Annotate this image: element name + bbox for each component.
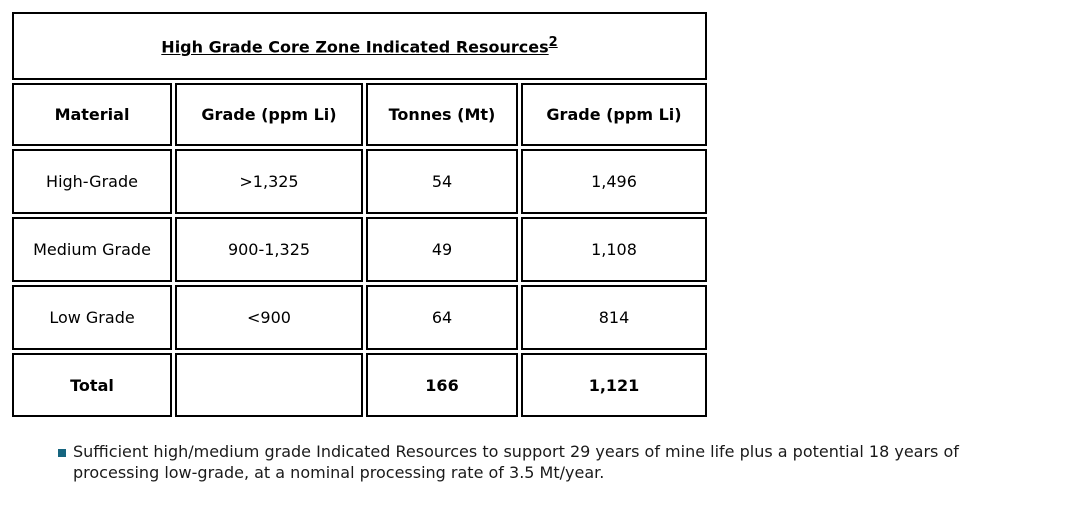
column-header-material: Material bbox=[12, 83, 172, 146]
cell-material-total: Total bbox=[12, 353, 172, 417]
table-title-row: High Grade Core Zone Indicated Resources… bbox=[12, 12, 707, 80]
table-row-medium-grade: Medium Grade 900-1,325 49 1,108 bbox=[12, 217, 707, 282]
cell-grade: 814 bbox=[521, 285, 707, 350]
cell-grade-range-total bbox=[175, 353, 363, 417]
cell-tonnes-total: 166 bbox=[366, 353, 518, 417]
table-title: High Grade Core Zone Indicated Resources bbox=[161, 37, 549, 57]
table-header-row: Material Grade (ppm Li) Tonnes (Mt) Grad… bbox=[12, 83, 707, 146]
cell-material: Medium Grade bbox=[12, 217, 172, 282]
table-row-low-grade: Low Grade <900 64 814 bbox=[12, 285, 707, 350]
cell-material: High-Grade bbox=[12, 149, 172, 214]
square-bullet-icon bbox=[58, 449, 66, 457]
footnote: Sufficient high/medium grade Indicated R… bbox=[58, 442, 1050, 484]
cell-material: Low Grade bbox=[12, 285, 172, 350]
column-header-tonnes: Tonnes (Mt) bbox=[366, 83, 518, 146]
cell-tonnes: 54 bbox=[366, 149, 518, 214]
table-title-cell: High Grade Core Zone Indicated Resources… bbox=[12, 12, 707, 80]
column-header-grade: Grade (ppm Li) bbox=[521, 83, 707, 146]
cell-grade-total: 1,121 bbox=[521, 353, 707, 417]
cell-grade-range: <900 bbox=[175, 285, 363, 350]
footnote-text: Sufficient high/medium grade Indicated R… bbox=[73, 442, 959, 482]
table-title-footnote-marker: 2 bbox=[548, 35, 558, 51]
cell-grade-range: >1,325 bbox=[175, 149, 363, 214]
cell-tonnes: 49 bbox=[366, 217, 518, 282]
resources-table: High Grade Core Zone Indicated Resources… bbox=[9, 9, 710, 420]
cell-grade-range: 900-1,325 bbox=[175, 217, 363, 282]
cell-grade: 1,496 bbox=[521, 149, 707, 214]
cell-tonnes: 64 bbox=[366, 285, 518, 350]
cell-grade: 1,108 bbox=[521, 217, 707, 282]
column-header-grade-range: Grade (ppm Li) bbox=[175, 83, 363, 146]
table-row-high-grade: High-Grade >1,325 54 1,496 bbox=[12, 149, 707, 214]
page: High Grade Core Zone Indicated Resources… bbox=[0, 9, 1084, 507]
table-row-total: Total 166 1,121 bbox=[12, 353, 707, 417]
